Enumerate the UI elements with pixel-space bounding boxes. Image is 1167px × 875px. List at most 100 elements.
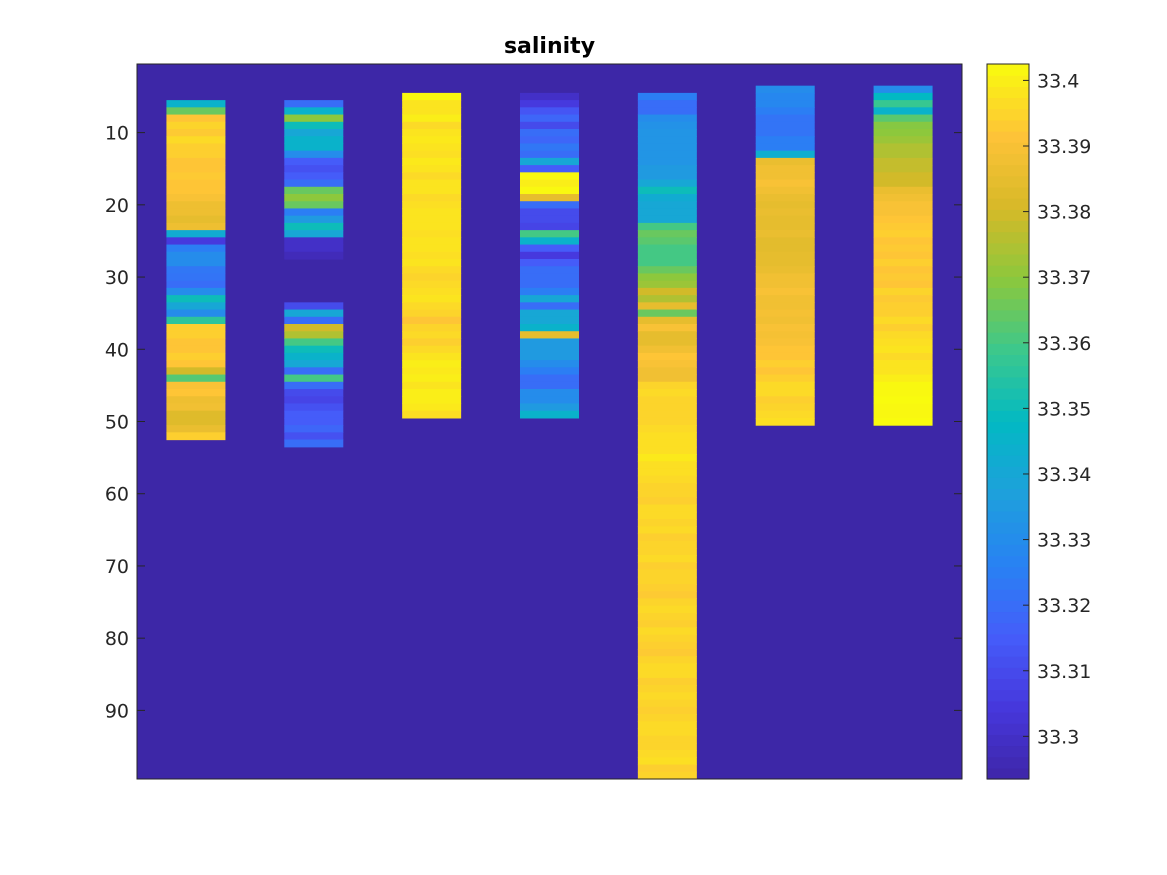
- heatmap-cell: [755, 266, 815, 275]
- colorbar-tick-label: 33.36: [1037, 333, 1091, 355]
- heatmap-cell: [637, 186, 697, 195]
- heatmap-cell: [637, 620, 697, 628]
- heatmap-cell: [402, 244, 462, 253]
- heatmap-cell: [873, 121, 933, 130]
- heatmap-cell: [755, 367, 815, 376]
- colorbar-segment: [987, 455, 1029, 467]
- heatmap-cell: [520, 410, 579, 419]
- heatmap-cell: [520, 360, 579, 368]
- heatmap-cell: [873, 230, 933, 238]
- colorbar-segment: [987, 667, 1029, 680]
- heatmap-cell: [284, 417, 344, 426]
- colorbar-segment: [987, 175, 1029, 188]
- heatmap-cell: [284, 352, 344, 361]
- heatmap-cell: [873, 273, 933, 282]
- colorbar-segment: [987, 510, 1029, 523]
- heatmap-cell: [166, 150, 226, 159]
- heatmap-cell: [637, 403, 697, 412]
- heatmap-cell: [637, 259, 697, 267]
- heatmap-cell: [755, 417, 815, 426]
- heatmap-cell: [873, 316, 933, 325]
- colorbar-tick-label: 33.35: [1037, 398, 1091, 420]
- heatmap-cell: [166, 381, 226, 390]
- heatmap-cell: [166, 244, 226, 253]
- heatmap-cell: [637, 677, 697, 686]
- heatmap-cell: [873, 150, 933, 159]
- heatmap-cell: [166, 107, 226, 116]
- heatmap-cell: [637, 201, 697, 210]
- heatmap-cell: [284, 165, 344, 173]
- colorbar-segment: [987, 700, 1029, 713]
- heatmap-cell: [402, 251, 462, 260]
- heatmap-cell: [284, 331, 344, 340]
- colorbar-segment: [987, 265, 1029, 277]
- heatmap-cell: [755, 295, 815, 303]
- heatmap-cell: [520, 230, 579, 238]
- heatmap-cell: [166, 273, 226, 282]
- colorbar-segment: [987, 600, 1029, 613]
- colorbar-segment: [987, 75, 1029, 87]
- heatmap-cell: [873, 244, 933, 253]
- heatmap-cell: [637, 338, 697, 347]
- plot-frame: [136, 63, 963, 780]
- heatmap-cell: [637, 295, 697, 303]
- heatmap-cell: [166, 100, 226, 108]
- heatmap-plot-area: 10 20 30 40 50 60 70 80 90: [105, 63, 963, 780]
- heatmap-cell: [166, 316, 226, 325]
- heatmap-cell: [637, 352, 697, 361]
- heatmap-cell: [755, 237, 815, 246]
- heatmap-cell: [402, 295, 462, 303]
- heatmap-cell: [166, 143, 226, 152]
- heatmap-cell: [520, 165, 579, 173]
- heatmap-cell: [520, 194, 579, 202]
- heatmap-cell: [755, 85, 815, 94]
- heatmap-cell: [520, 136, 579, 145]
- heatmap-cell: [637, 150, 697, 159]
- heatmap-cell: [873, 367, 933, 376]
- heatmap-cell: [637, 230, 697, 238]
- colorbar-segment: [987, 64, 1029, 76]
- heatmap-cell: [637, 316, 697, 325]
- heatmap-cell: [520, 114, 579, 123]
- heatmap-cell: [166, 417, 226, 426]
- heatmap-cell: [755, 157, 815, 166]
- heatmap-cell: [637, 540, 697, 549]
- colorbar-segment: [987, 131, 1029, 143]
- heatmap-cell: [402, 324, 462, 332]
- heatmap-cell: [755, 381, 815, 390]
- heatmap-cell: [873, 295, 933, 303]
- heatmap-cell: [166, 331, 226, 340]
- heatmap-cell: [873, 360, 933, 368]
- heatmap-cell: [520, 121, 579, 130]
- heatmap-cell: [637, 432, 697, 441]
- heatmap-cell: [637, 475, 697, 484]
- heatmap-cell: [520, 100, 579, 108]
- heatmap-cell: [873, 396, 933, 405]
- colorbar-segment: [987, 555, 1029, 568]
- heatmap-cell: [637, 222, 697, 231]
- heatmap-cell: [755, 215, 815, 224]
- heatmap-cell: [284, 403, 344, 412]
- heatmap-cell: [166, 179, 226, 188]
- heatmap-cell: [284, 309, 344, 318]
- heatmap-cell: [284, 107, 344, 116]
- heatmap-cell: [166, 338, 226, 347]
- heatmap-cell: [637, 331, 697, 340]
- colorbar-segment: [987, 298, 1029, 311]
- heatmap-cell: [402, 222, 462, 231]
- y-tick-label: 30: [105, 267, 129, 289]
- colorbar-segment: [987, 734, 1029, 747]
- y-tick-label: 10: [105, 123, 129, 145]
- colorbar-segment: [987, 276, 1029, 289]
- heatmap-cell: [402, 114, 462, 123]
- heatmap-cell: [402, 215, 462, 224]
- heatmap-cell: [166, 230, 226, 238]
- colorbar-segment: [987, 365, 1029, 378]
- heatmap-cell: [873, 165, 933, 173]
- heatmap-cell: [402, 194, 462, 202]
- heatmap-cell: [873, 172, 933, 181]
- heatmap-cell: [520, 129, 579, 137]
- heatmap-cell: [873, 237, 933, 246]
- heatmap-cell: [637, 287, 697, 296]
- heatmap-cell: [166, 403, 226, 412]
